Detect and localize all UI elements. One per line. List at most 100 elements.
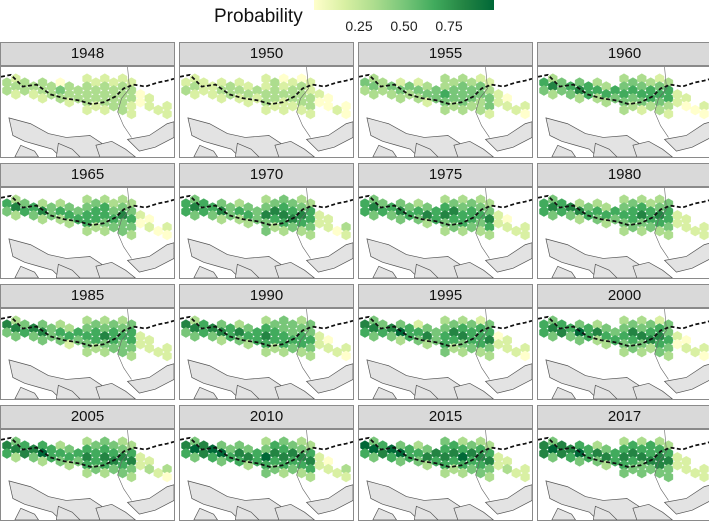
hexbin-cell xyxy=(109,100,119,112)
state-border-line xyxy=(654,309,669,380)
hexbin-cell xyxy=(539,206,549,217)
hexbin-cell xyxy=(484,229,495,241)
lake-shape xyxy=(235,142,260,157)
hexbin-cell xyxy=(100,104,110,116)
hexbin-cell xyxy=(126,108,137,120)
lake-shape xyxy=(632,261,673,278)
facet-map xyxy=(537,308,709,400)
hexbin-cell xyxy=(699,229,709,241)
hexbin-cell xyxy=(511,467,521,479)
hexbin-cell xyxy=(386,210,397,221)
lake-shape xyxy=(372,265,397,278)
hexbin-cell xyxy=(449,100,459,112)
lake-shape xyxy=(187,359,284,399)
hexbin-cell xyxy=(520,350,530,362)
map-svg xyxy=(1,188,174,278)
facet-strip-label: 1995 xyxy=(358,284,533,308)
hexbin-cell xyxy=(207,452,218,463)
lake-shape xyxy=(14,507,39,520)
lake-shape xyxy=(14,265,39,278)
lake-shape xyxy=(632,140,673,157)
probability-hexbins xyxy=(539,436,709,483)
lake-shape xyxy=(235,263,260,278)
hexbin-cell xyxy=(386,331,397,342)
hexbin-cell xyxy=(252,92,262,104)
hexbin-cell xyxy=(646,221,656,233)
hexbin-cell xyxy=(574,334,585,346)
probability-hexbins xyxy=(2,436,172,483)
hexbin-cell xyxy=(162,229,172,241)
lake-shape xyxy=(545,117,642,157)
state-border-line xyxy=(475,67,490,138)
hexbin-cell xyxy=(449,342,459,354)
lake-shape xyxy=(414,263,439,278)
map-svg xyxy=(538,430,709,520)
hexbin-cell xyxy=(332,104,342,116)
lake-shape xyxy=(593,505,618,520)
hexbin-cell xyxy=(332,225,342,237)
hexbin-cell xyxy=(135,338,146,350)
range-boundary-dashed-line xyxy=(538,315,709,348)
map-svg xyxy=(1,309,174,399)
hexbin-cell xyxy=(548,210,558,221)
hexbin-cell xyxy=(28,452,39,463)
hexbin-cell xyxy=(252,213,262,225)
hexbin-cell xyxy=(565,89,576,100)
state-border-line xyxy=(296,309,311,380)
lake-shape xyxy=(8,359,105,399)
lake-shape xyxy=(56,384,81,399)
hexbin-cell xyxy=(646,342,656,354)
facet-strip-label: 1950 xyxy=(179,42,354,66)
hexbin-cell xyxy=(82,346,92,358)
facet-strip-label: 2005 xyxy=(0,405,175,429)
hexbin-cell xyxy=(663,350,674,362)
map-svg xyxy=(538,309,709,399)
hexbin-cell xyxy=(126,350,137,362)
hexbin-cell xyxy=(440,225,450,237)
lake-shape xyxy=(274,261,315,278)
lake-shape xyxy=(8,117,105,157)
range-boundary-dashed-line xyxy=(1,194,174,227)
state-border-line xyxy=(475,188,490,259)
facet-strip-label: 1948 xyxy=(0,42,175,66)
hexbin-cell xyxy=(153,346,163,358)
facet-map xyxy=(358,187,533,279)
lake-shape xyxy=(56,263,81,278)
hexbin-cell xyxy=(610,334,620,346)
map-svg xyxy=(359,67,532,157)
hexbin-cell xyxy=(672,217,683,229)
lake-shape xyxy=(593,142,618,157)
lake-shape xyxy=(551,386,576,399)
hexbin-cell xyxy=(341,350,351,362)
range-boundary-dashed-line xyxy=(180,194,353,227)
hexbin-cell xyxy=(216,334,227,346)
hexbin-cell xyxy=(548,89,558,100)
facet-strip-label: 1970 xyxy=(179,163,354,187)
hexbin-cell xyxy=(484,108,495,120)
hexbin-cell xyxy=(574,213,585,225)
map-svg xyxy=(180,188,353,278)
probability-hexbins xyxy=(2,194,172,241)
hexbin-cell xyxy=(467,100,477,112)
hexbin-cell xyxy=(270,100,280,112)
hexbin-cell xyxy=(332,467,342,479)
facet-strip-label: 1955 xyxy=(358,42,533,66)
state-border-line xyxy=(296,188,311,259)
hexbin-cell xyxy=(261,225,271,237)
hexbin-cell xyxy=(288,463,298,475)
hexbin-cell xyxy=(681,100,691,112)
hexbin-cell xyxy=(305,229,316,241)
legend-tick-label: 0.50 xyxy=(390,18,418,34)
hexbin-cell xyxy=(279,225,289,237)
lake-shape xyxy=(545,480,642,520)
facet-panel: 1990 xyxy=(179,284,354,400)
hexbin-cell xyxy=(672,459,683,471)
state-border-line xyxy=(475,430,490,501)
range-boundary-dashed-line xyxy=(538,436,709,469)
hexbin-cell xyxy=(369,89,379,100)
range-boundary-dashed-line xyxy=(359,194,532,227)
hexbin-cell xyxy=(2,206,12,217)
facet-map xyxy=(358,66,533,158)
range-boundary-dashed-line xyxy=(359,436,532,469)
hexbin-cell xyxy=(386,89,397,100)
